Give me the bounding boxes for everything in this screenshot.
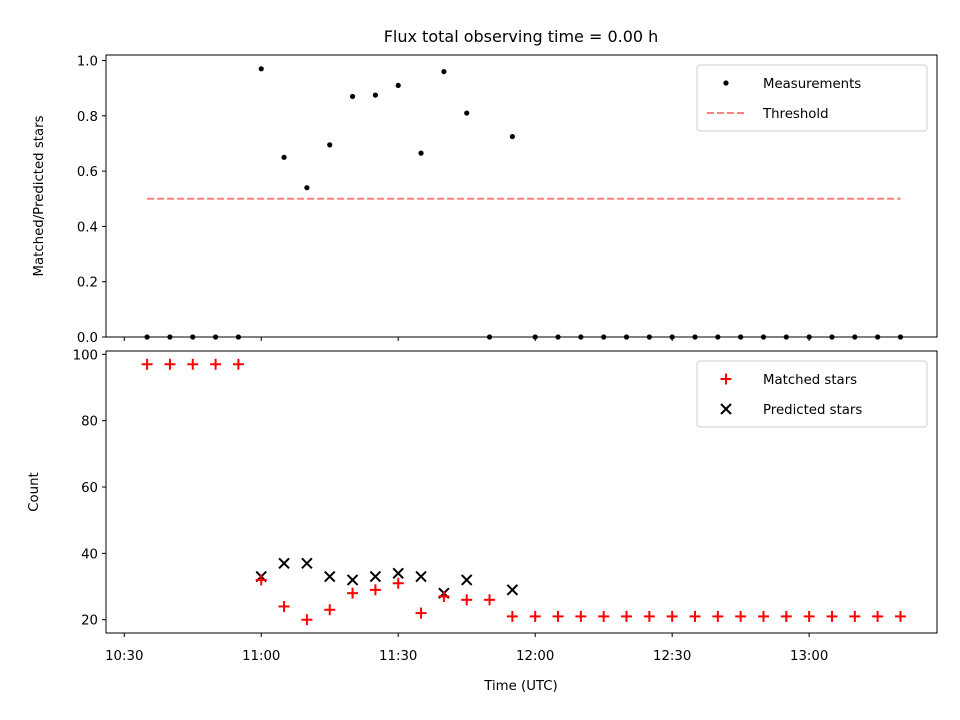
predicted-star-point: [278, 557, 290, 570]
y-tick-label: 0.2: [77, 276, 98, 291]
matched-star-point: [164, 358, 176, 370]
matched-star-point: [392, 577, 404, 589]
matched-star-point: [872, 610, 884, 622]
count-axes-frame: [105, 350, 938, 634]
measurement-point: [304, 185, 310, 191]
matched-star-point: [598, 610, 610, 622]
count-marks: [141, 358, 906, 626]
ratio-axes-frame: [105, 54, 938, 338]
matched-star-point: [757, 610, 769, 622]
y-tick-label: 1.0: [77, 55, 98, 70]
measurement-point: [349, 93, 356, 100]
predicted-star-point: [301, 557, 313, 570]
matched-star-point: [347, 587, 359, 599]
ratio-panel: 0.0 0.2 0.4 0.6 0.8 1.0 Matched/Predicted sta…: [32, 54, 938, 346]
count-legend: Matched stars Predicted stars: [696, 360, 928, 428]
matched-star-point: [575, 610, 587, 622]
count-y-ticks: 20 40 60 80 100: [73, 348, 106, 629]
x-tick-label: 12:00: [516, 649, 554, 664]
predicted-star-point: [506, 584, 519, 596]
matched-star-point: [278, 600, 290, 612]
legend-swatch-dot: [723, 80, 729, 86]
predicted-star-point: [324, 570, 336, 583]
legend-label: Matched stars: [763, 373, 857, 388]
matched-star-point: [210, 358, 222, 370]
y-tick-label: 20: [81, 614, 98, 629]
measurement-point: [509, 133, 515, 140]
matched-star-point: [849, 610, 861, 622]
count-panel: 20 40 60 80 100 10:30 11:00 11:30 12:00 12:30 13:…: [27, 348, 938, 664]
matched-star-point: [529, 610, 541, 622]
matched-star-point: [689, 610, 701, 622]
matched-star-point: [621, 610, 633, 622]
y-tick-label: 80: [81, 415, 98, 430]
matched-star-point: [712, 610, 724, 622]
x-tick-label: 11:00: [242, 649, 280, 664]
matched-star-point: [666, 610, 678, 622]
y-tick-label: 0.8: [77, 110, 98, 125]
legend-box: [696, 64, 928, 132]
ratio-legend: Measurements Threshold: [696, 64, 928, 132]
matched-star-point: [735, 610, 747, 622]
y-tick-label: 60: [81, 481, 98, 496]
measurement-point: [372, 92, 378, 98]
measurement-point: [395, 82, 401, 89]
matched-star-point: [461, 594, 473, 606]
x-tick-label: 10:30: [105, 649, 143, 664]
x-axis-label: Time (UTC): [483, 679, 558, 694]
x-tick-label: 12:30: [653, 649, 691, 664]
legend-box: [696, 360, 928, 428]
matched-star-point: [415, 607, 427, 619]
matched-star-point: [803, 610, 815, 622]
matched-star-point: [255, 574, 267, 586]
matched-star-point: [324, 604, 336, 616]
matched-star-point: [894, 610, 906, 622]
measurement-point: [258, 66, 264, 72]
legend-label: Threshold: [762, 107, 829, 122]
chart-title: Flux total observing time = 0.00 h: [384, 27, 659, 46]
legend-swatch-x: [720, 403, 732, 415]
matched-star-point: [780, 610, 792, 622]
ratio-x-ticks: [123, 337, 810, 341]
matched-star-point: [506, 610, 518, 622]
x-tick-label: 11:30: [379, 649, 417, 664]
matched-star-point: [484, 594, 496, 606]
ratio-marks: [144, 66, 904, 340]
predicted-star-point: [415, 570, 427, 583]
y-tick-label: 0.0: [77, 331, 98, 346]
matched-star-point: [826, 610, 838, 622]
matched-star-point: [187, 358, 199, 370]
predicted-star-point: [392, 567, 404, 579]
ratio-y-ticks: 0.0 0.2 0.4 0.6 0.8 1.0: [77, 55, 106, 346]
matched-star-point: [232, 358, 244, 370]
predicted-star-point: [346, 574, 359, 586]
count-y-axis-label: Count: [27, 472, 42, 512]
matched-star-point: [552, 610, 564, 622]
matched-star-point: [141, 358, 153, 370]
y-tick-label: 100: [73, 348, 98, 363]
y-tick-label: 0.6: [77, 165, 98, 180]
matched-star-point: [438, 591, 450, 603]
predicted-star-point: [369, 570, 382, 583]
matched-star-point: [369, 584, 381, 596]
measurement-point: [327, 142, 333, 148]
measurement-point: [464, 110, 470, 116]
measurement-point: [441, 68, 447, 75]
legend-label: Measurements: [763, 77, 861, 92]
measurement-point: [281, 154, 287, 160]
legend-label: Predicted stars: [763, 403, 862, 418]
matched-star-point: [301, 614, 313, 626]
x-tick-label: 13:00: [790, 649, 828, 664]
count-x-ticks: 10:30 11:00 11:30 12:00 12:30 13:00: [105, 633, 828, 664]
predicted-star-point: [461, 574, 473, 586]
matched-star-point: [643, 610, 655, 622]
ratio-y-axis-label: Matched/Predicted stars: [32, 115, 47, 276]
y-tick-label: 0.4: [77, 220, 98, 235]
measurement-point: [418, 150, 424, 156]
y-tick-label: 40: [81, 547, 98, 562]
legend-swatch-plus: [720, 373, 732, 385]
